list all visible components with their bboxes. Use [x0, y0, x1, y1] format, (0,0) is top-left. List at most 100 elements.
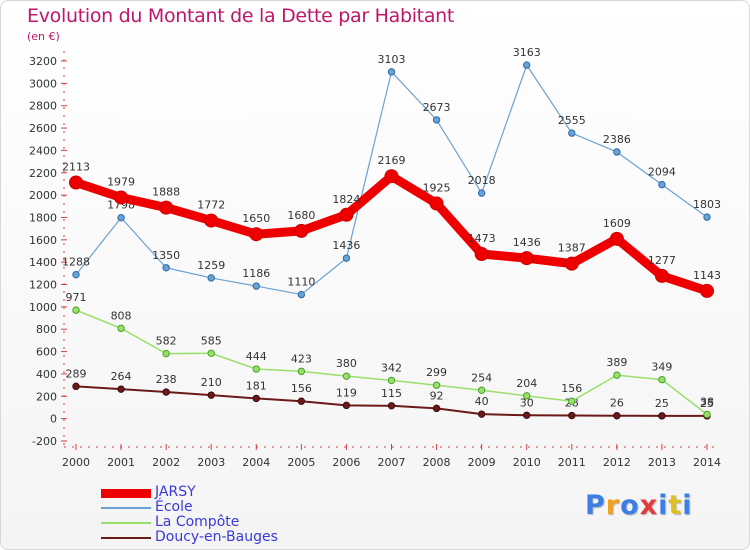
- data-point-la-compote: [523, 392, 531, 400]
- data-label-la-compote: 582: [156, 335, 177, 348]
- x-tick-label: 2003: [197, 456, 225, 469]
- data-point-doucy-en-bauges: [613, 412, 621, 420]
- data-point-ecole: [477, 189, 486, 197]
- chart-title: Evolution du Montant de la Dette par Hab…: [27, 5, 455, 27]
- data-label-la-compote: 349: [651, 361, 672, 374]
- data-label-ecole: 2094: [648, 166, 676, 179]
- data-label-jarsy: 1925: [423, 182, 451, 195]
- y-tick-label: 1000: [29, 301, 57, 314]
- data-label-jarsy: 2169: [378, 154, 406, 167]
- x-tick-label: 2005: [287, 456, 315, 469]
- data-point-la-compote: [207, 349, 215, 357]
- legend-item-la-compote: La Compôte: [101, 514, 361, 531]
- data-label-la-compote: 342: [381, 361, 402, 374]
- data-point-doucy-en-bauges: [387, 402, 396, 410]
- data-point-doucy-en-bauges: [658, 412, 666, 420]
- x-tick-label: 2010: [513, 456, 541, 469]
- x-tick-label: 2006: [332, 456, 360, 469]
- legend-item-doucy-en-bauges: Doucy-en-Bauges: [101, 529, 361, 546]
- y-tick-label: 2800: [29, 100, 57, 113]
- data-label-doucy-en-bauges: 156: [291, 382, 312, 395]
- data-point-ecole: [658, 180, 666, 189]
- x-tick-label: 2002: [152, 456, 180, 469]
- legend-swatch-la-compote: [101, 522, 151, 524]
- x-tick-label: 2012: [603, 456, 631, 469]
- data-label-jarsy: 2113: [62, 160, 90, 173]
- data-label-doucy-en-bauges: 25: [700, 397, 714, 410]
- y-tick-label: 3200: [29, 55, 57, 68]
- data-label-la-compote: 971: [66, 291, 87, 304]
- legend-label-ecole: École: [155, 499, 193, 515]
- y-tick-label: 0: [50, 413, 57, 426]
- y-tick-label: 2000: [29, 189, 57, 202]
- data-label-ecole: 3103: [378, 53, 406, 66]
- data-point-la-compote: [342, 372, 351, 380]
- data-point-doucy-en-bauges: [207, 391, 215, 399]
- data-label-ecole: 3163: [513, 46, 541, 59]
- logo-letter: P: [585, 490, 606, 521]
- data-point-ecole: [432, 116, 441, 124]
- data-point-la-compote: [252, 365, 260, 373]
- data-point-la-compote: [387, 376, 396, 385]
- data-label-jarsy: 1143: [693, 269, 721, 282]
- logo-letter: t: [668, 490, 683, 521]
- data-label-la-compote: 585: [201, 334, 222, 347]
- data-point-la-compote: [568, 397, 576, 405]
- x-tick-label: 2008: [423, 456, 451, 469]
- x-tick-label: 2014: [693, 456, 721, 469]
- data-point-ecole: [117, 213, 125, 222]
- legend-item-jarsy: JARSY: [101, 484, 361, 501]
- legend-swatch-jarsy: [101, 488, 151, 498]
- data-label-doucy-en-bauges: 25: [655, 397, 669, 410]
- data-label-ecole: 1288: [62, 256, 90, 269]
- data-label-jarsy: 1979: [107, 175, 135, 188]
- data-point-doucy-en-bauges: [342, 401, 351, 410]
- data-point-jarsy: [294, 223, 309, 238]
- data-point-jarsy: [69, 175, 83, 190]
- data-label-doucy-en-bauges: 181: [246, 379, 267, 392]
- data-point-doucy-en-bauges: [297, 397, 306, 405]
- data-label-la-compote: 423: [291, 352, 312, 365]
- y-tick-label: 1600: [29, 234, 57, 247]
- data-label-doucy-en-bauges: 40: [475, 395, 489, 408]
- data-label-ecole: 1436: [332, 239, 360, 252]
- logo-letter: o: [620, 490, 640, 521]
- data-point-jarsy: [429, 196, 444, 211]
- data-label-jarsy: 1387: [558, 242, 586, 255]
- y-tick-label: 400: [36, 368, 57, 381]
- x-tick-label: 2000: [62, 456, 90, 469]
- y-tick-label: 1800: [29, 211, 57, 224]
- data-label-doucy-en-bauges: 264: [111, 370, 132, 383]
- data-label-jarsy: 1436: [513, 236, 541, 249]
- data-label-doucy-en-bauges: 30: [520, 396, 534, 409]
- data-label-doucy-en-bauges: 92: [430, 389, 444, 402]
- y-tick-label: 2400: [29, 144, 57, 157]
- data-point-jarsy: [609, 231, 624, 246]
- y-tick-label: 800: [36, 323, 57, 336]
- data-point-jarsy: [159, 200, 174, 215]
- data-point-doucy-en-bauges: [432, 404, 441, 413]
- data-point-doucy-en-bauges: [568, 411, 576, 420]
- data-label-jarsy: 1609: [603, 217, 631, 230]
- data-point-jarsy: [249, 227, 264, 242]
- data-label-doucy-en-bauges: 115: [381, 387, 402, 400]
- data-point-ecole: [613, 148, 621, 156]
- data-point-ecole: [162, 264, 170, 272]
- logo-letter: x: [639, 490, 659, 521]
- data-label-jarsy: 1650: [242, 212, 270, 225]
- data-point-la-compote: [297, 367, 306, 376]
- data-label-la-compote: 254: [471, 371, 492, 384]
- chart-subtitle: (en €): [27, 30, 60, 43]
- data-point-jarsy: [339, 207, 354, 222]
- legend: JARSY École La Compôte Doucy-en-Bauges: [101, 484, 361, 546]
- data-point-jarsy: [474, 247, 489, 262]
- x-tick-label: 2009: [468, 456, 496, 469]
- logo-letter: i: [682, 490, 693, 521]
- data-point-ecole: [252, 282, 260, 290]
- data-label-la-compote: 444: [246, 350, 267, 363]
- data-point-doucy-en-bauges: [72, 382, 80, 391]
- data-point-doucy-en-bauges: [523, 411, 531, 419]
- data-label-jarsy: 1277: [648, 254, 676, 267]
